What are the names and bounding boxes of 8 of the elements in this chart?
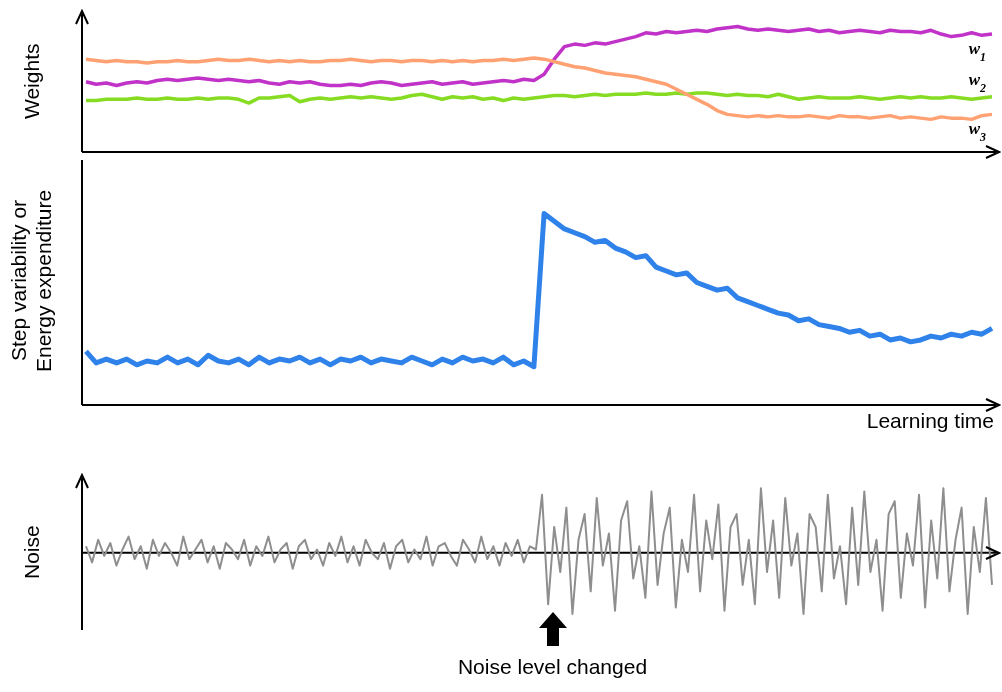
y-axis-title: Noise <box>18 524 44 581</box>
series-label: w$_{2}$ <box>968 69 987 95</box>
y-axis-title: Weights <box>18 42 44 121</box>
text: Noise level changed <box>456 654 649 680</box>
series-label: w$_{3}$ <box>968 119 987 145</box>
x-axis-title: Learning time <box>866 409 994 433</box>
y-axis-title: Step variability or Energy expenditure <box>6 188 56 374</box>
series-label: w$_{1}$ <box>968 39 986 65</box>
